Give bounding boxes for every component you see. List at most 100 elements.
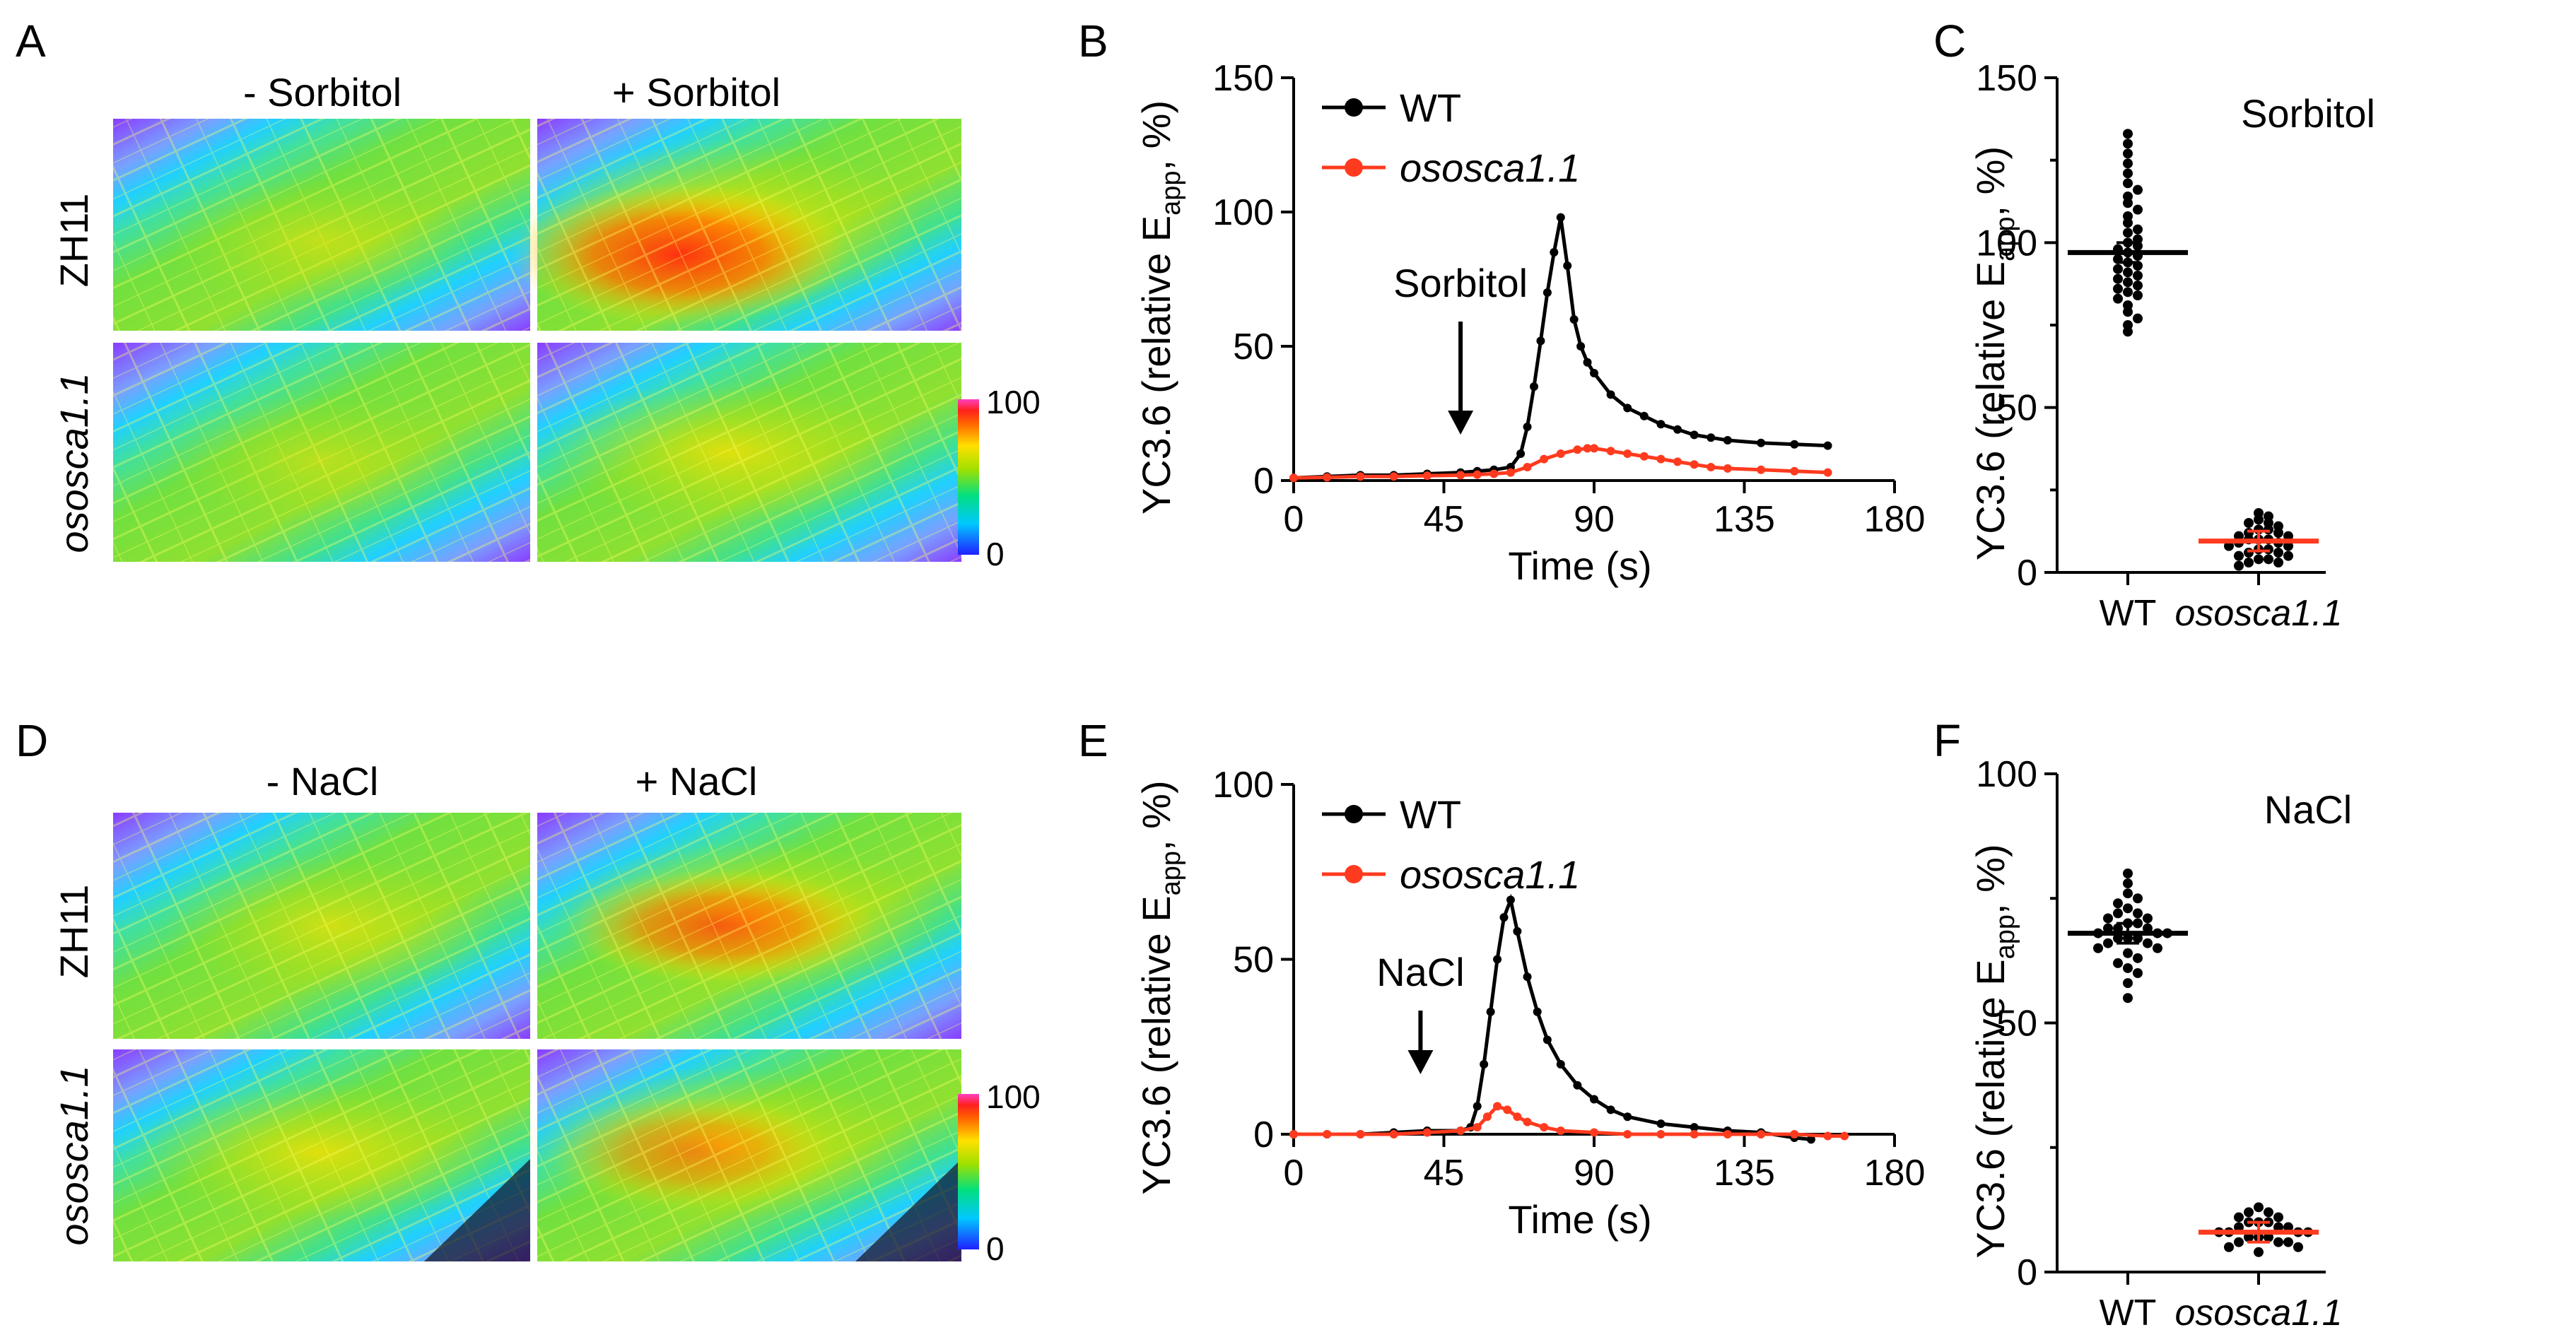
data-point-1 <box>1790 466 1799 476</box>
panel-d-colorbar-min: 0 <box>986 1230 1005 1267</box>
data-point-1 <box>1757 1130 1766 1138</box>
y-tick-label: 0 <box>2017 1252 2037 1293</box>
data-point-1 <box>1422 1128 1432 1137</box>
data-point-1 <box>1790 1130 1799 1138</box>
panel-a-image-mut-plus <box>537 343 961 562</box>
x-tick-label: 180 <box>1864 1153 1926 1194</box>
data-point-WT <box>2113 283 2123 294</box>
x-axis-title: Time (s) <box>1508 1197 1651 1242</box>
data-point-WT <box>2143 913 2153 924</box>
data-point-WT <box>2123 198 2133 208</box>
data-point-0 <box>1590 369 1598 377</box>
data-point-ososca1.1 <box>2283 1237 2293 1247</box>
y-axis-title: YC3.6 (relative Eapp, %) <box>1968 146 2020 560</box>
data-point-WT <box>2123 978 2133 989</box>
y-tick-label: 0 <box>2017 553 2037 594</box>
data-point-0 <box>1536 336 1545 346</box>
data-point-1 <box>1456 471 1465 480</box>
x-category-label: ososca1.1 <box>2174 1293 2342 1334</box>
data-point-WT <box>2123 287 2133 298</box>
data-point-ososca1.1 <box>2264 554 2273 565</box>
legend-label: WT <box>1400 86 1461 130</box>
data-point-WT <box>2123 993 2133 1003</box>
x-axis-title: Time (s) <box>1508 543 1651 588</box>
panel-a: A - Sorbitol + Sorbitol ZH11 ososca1.1 1… <box>16 16 1041 572</box>
data-point-0 <box>1823 441 1832 450</box>
data-point-ososca1.1 <box>2254 1202 2264 1213</box>
panel-d: D - NaCl + NaCl ZH11 ososca1.1 <box>16 715 1041 1267</box>
panel-d-letter: D <box>16 715 48 766</box>
data-point-WT <box>2123 139 2133 149</box>
data-point-0 <box>1673 425 1682 434</box>
panel-a-row-label-1: ZH11 <box>52 194 96 288</box>
data-point-1 <box>1840 1131 1849 1141</box>
panel-a-image-mut-minus <box>113 343 530 562</box>
y-axis-title-sub: app <box>1157 170 1186 215</box>
data-point-1 <box>1690 1130 1699 1138</box>
data-point-1 <box>1289 473 1298 483</box>
data-point-0 <box>1556 1060 1565 1069</box>
data-point-1 <box>1513 1112 1522 1122</box>
panel-d-image-zh11-plus <box>537 813 961 1039</box>
x-tick-label: 45 <box>1424 1153 1465 1194</box>
data-point-0 <box>1573 1081 1582 1090</box>
panel-d-row-label-1: ZH11 <box>52 885 96 979</box>
data-point-0 <box>1563 261 1572 270</box>
data-point-ososca1.1 <box>2273 548 2283 558</box>
data-point-1 <box>1623 1130 1632 1138</box>
y-axis-title-end: , %) <box>1134 780 1178 851</box>
data-point-1 <box>1656 1130 1665 1138</box>
data-point-1 <box>1473 470 1482 479</box>
panel-d-image-mut-plus <box>523 1049 961 1261</box>
chart-b: B 0 50 100 150 0 45 90 135 180 Time (s) YC3.6 (rela… <box>1078 16 1925 588</box>
data-point-0 <box>1550 248 1559 257</box>
x-tick-label: 45 <box>1424 499 1465 540</box>
y-tick-label: 50 <box>1233 326 1274 367</box>
x-tick-label: 135 <box>1714 1153 1775 1194</box>
data-point-0 <box>1639 411 1649 420</box>
data-point-0 <box>1523 972 1532 982</box>
x-category-label: ososca1.1 <box>2174 593 2342 634</box>
data-point-1 <box>1583 444 1592 453</box>
data-point-ososca1.1 <box>2264 1232 2273 1242</box>
data-point-WT <box>2133 281 2143 290</box>
data-point-WT <box>2133 953 2143 963</box>
legend-label: WT <box>1400 792 1461 837</box>
data-point-ososca1.1 <box>2264 1207 2273 1218</box>
data-point-WT <box>2113 273 2123 284</box>
data-point-1 <box>1503 1105 1512 1114</box>
data-point-1 <box>1523 1117 1532 1126</box>
data-point-1 <box>1690 460 1699 469</box>
x-tick-label: 90 <box>1574 1153 1615 1194</box>
data-point-WT <box>2113 908 2123 919</box>
x-tick-label: 0 <box>1284 1153 1304 1194</box>
legend-swatch-dot <box>1345 805 1363 823</box>
data-point-WT <box>2123 148 2133 159</box>
data-point-WT <box>2133 893 2143 904</box>
data-point-ososca1.1 <box>2234 551 2244 561</box>
data-point-WT <box>2143 938 2153 948</box>
data-point-WT <box>2113 933 2123 943</box>
y-tick-label: 50 <box>1996 1003 2037 1044</box>
data-point-WT <box>2103 923 2113 934</box>
annotation-label: NaCl <box>1376 950 1464 994</box>
data-point-WT <box>2133 290 2143 300</box>
y-tick-label: 150 <box>1976 58 2037 99</box>
data-point-1 <box>1482 1112 1492 1122</box>
panel-a-letter: A <box>16 16 46 66</box>
x-category-label: WT <box>2100 593 2157 634</box>
chart-c: C 0 50 100 150 WT ososca1.1 YC3.6 (relative Eap… <box>1933 16 2375 634</box>
data-point-WT <box>2123 228 2133 238</box>
data-point-0 <box>1623 1112 1632 1122</box>
panel-d-colorbar-max: 100 <box>986 1078 1041 1115</box>
data-point-ososca1.1 <box>2234 1237 2244 1247</box>
data-point-1 <box>1639 452 1649 461</box>
y-axis-title-main: YC3.6 (relative E <box>1968 959 2013 1258</box>
data-point-ososca1.1 <box>2234 1222 2244 1232</box>
data-point-1 <box>1623 449 1632 458</box>
data-point-1 <box>1556 449 1565 458</box>
y-axis-title-main: YC3.6 (relative E <box>1134 895 1178 1194</box>
annotation-arrow-head <box>1407 1050 1434 1074</box>
data-point-1 <box>1823 1131 1832 1141</box>
